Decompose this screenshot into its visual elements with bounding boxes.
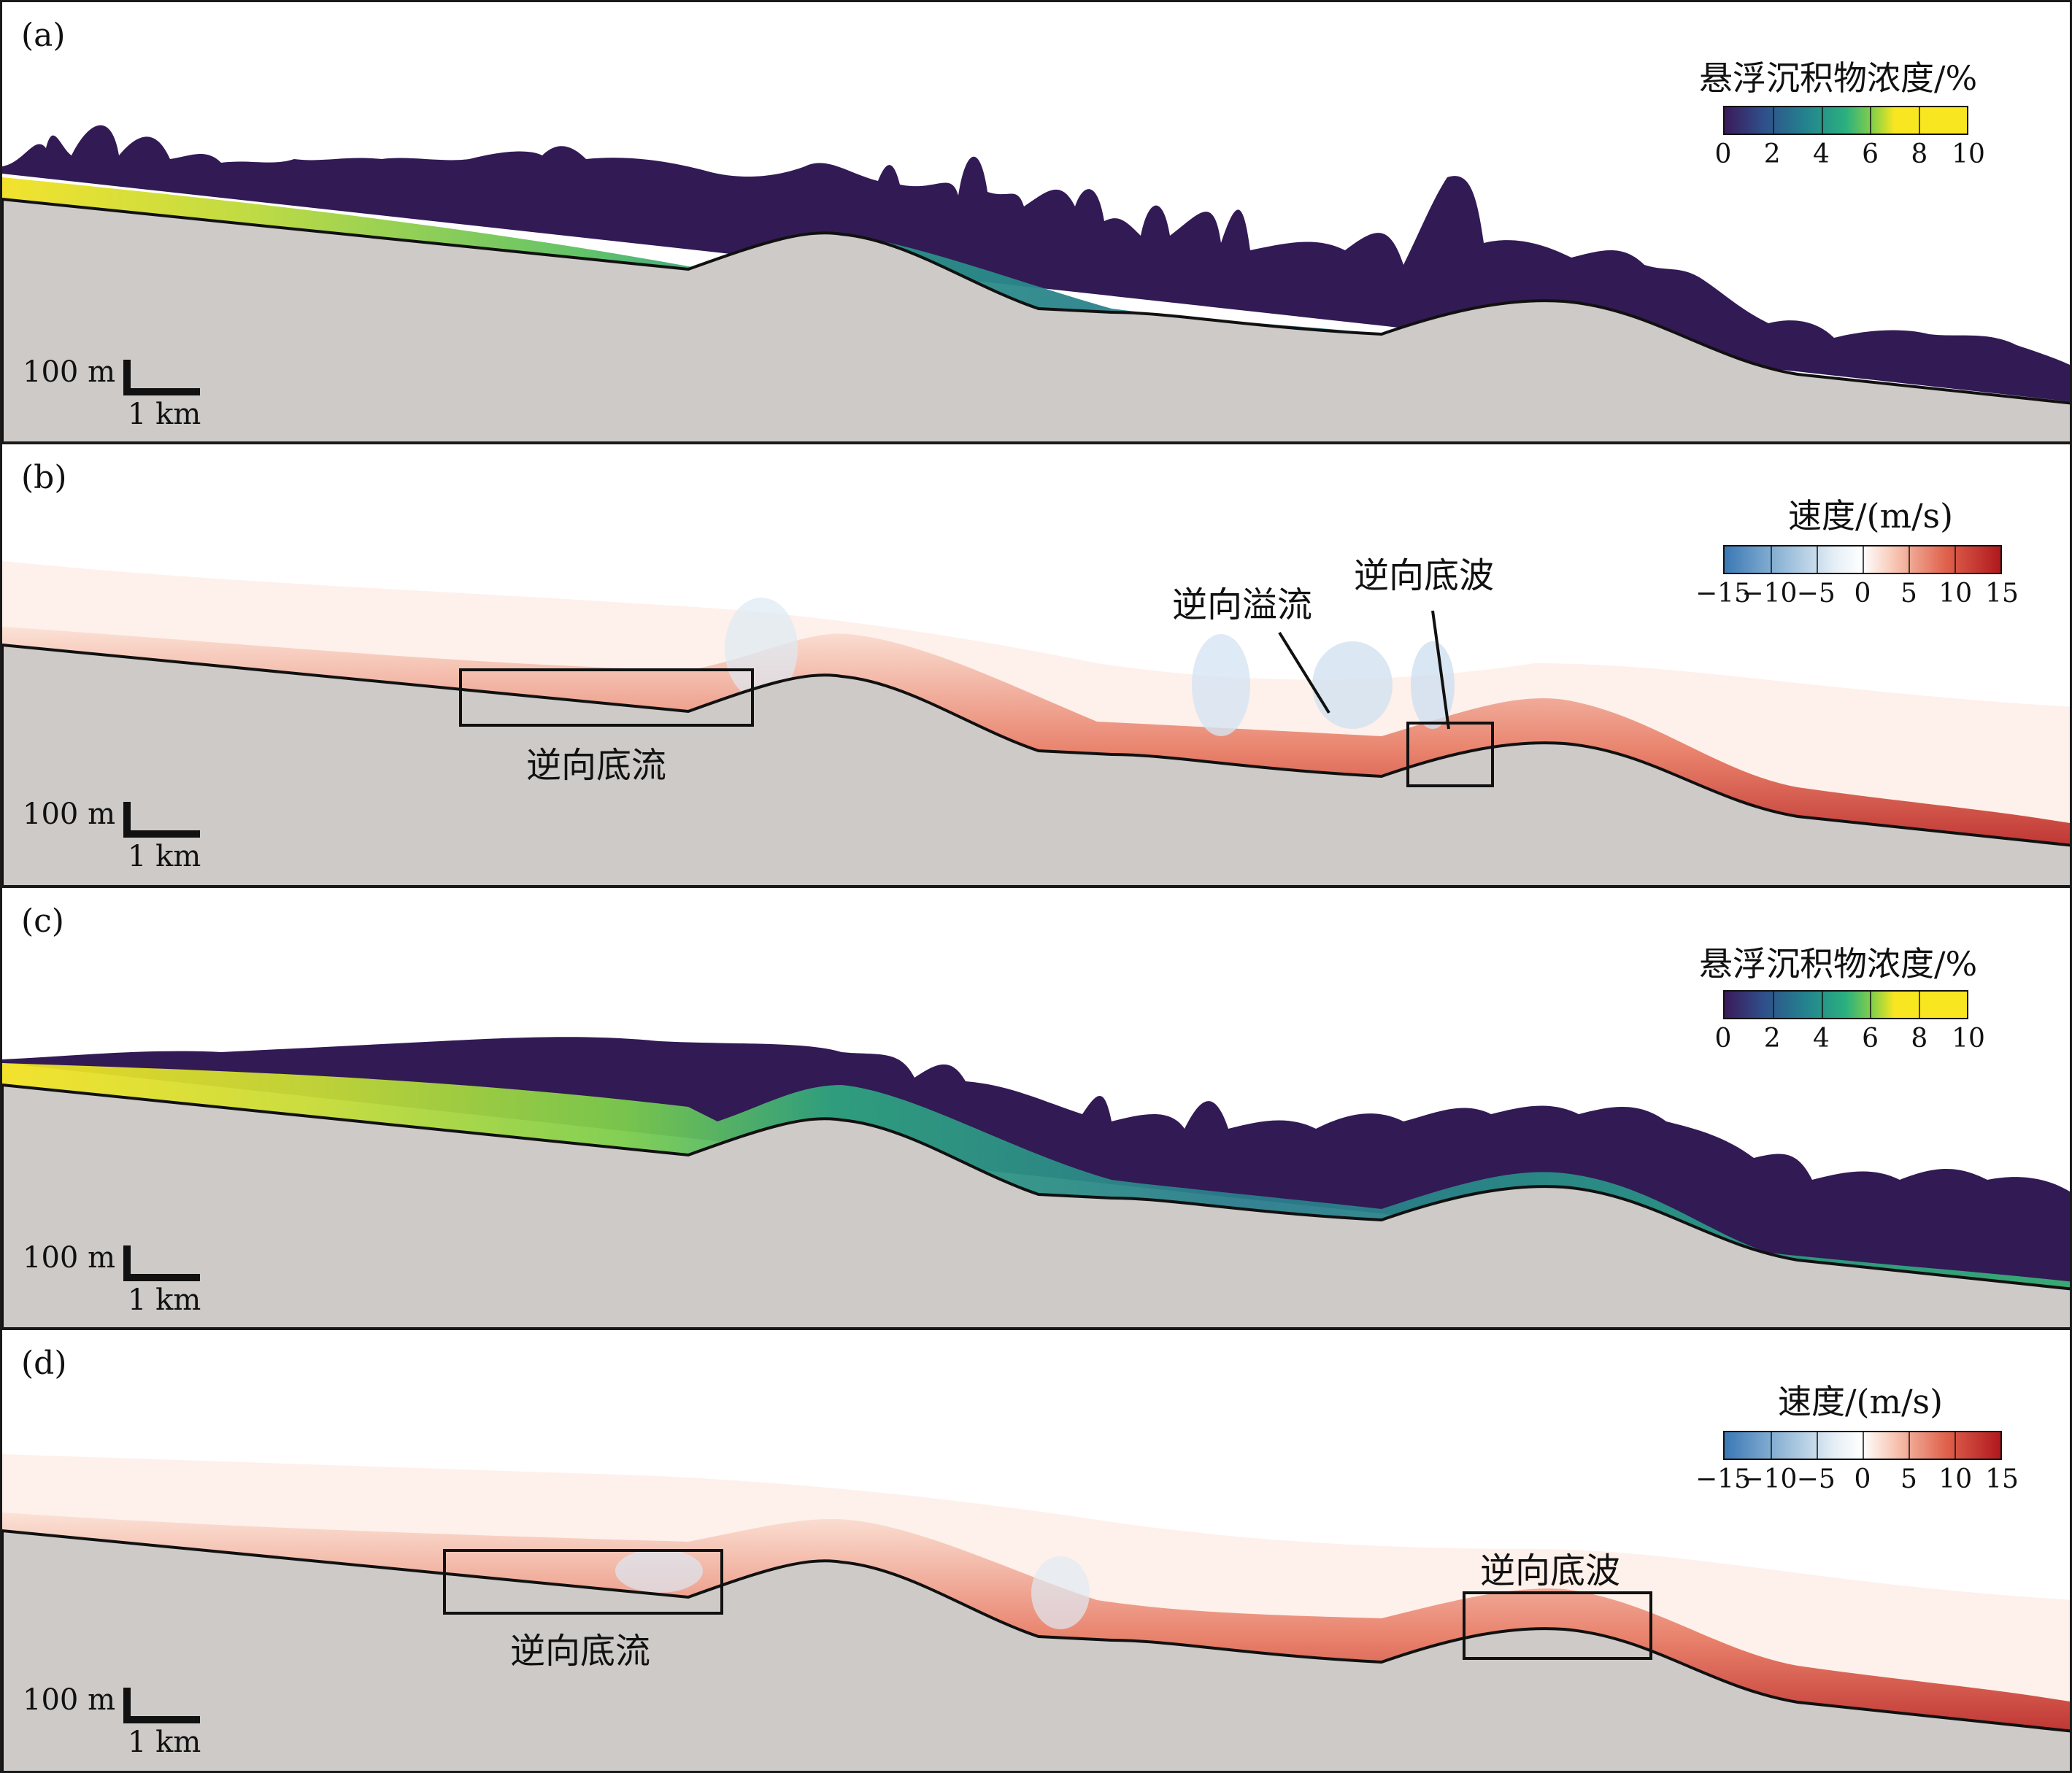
annotation-reverse-underflow: 逆向底流 [526, 745, 667, 786]
scale-horizontal-label: 1 km [128, 398, 201, 431]
tick: 10 [1952, 139, 1985, 169]
tick: 10 [1938, 579, 1973, 609]
tick: −10 [1741, 579, 1798, 609]
tick: −15 [1695, 579, 1751, 609]
tick: 0 [1714, 1024, 1732, 1054]
panel-label: (c) [21, 903, 64, 940]
panel-label: (d) [21, 1345, 67, 1382]
reverse-flow-patch [1031, 1556, 1090, 1629]
velocity-colorbar [1723, 1431, 2002, 1460]
tick: −10 [1741, 1464, 1798, 1494]
annotation-reverse-overflow: 逆向溢流 [1172, 584, 1313, 625]
velocity-colorbar [1723, 545, 2002, 574]
highlight-box-bedwave [1406, 722, 1494, 787]
reverse-flow-patch [1312, 641, 1393, 729]
colorbar-title: 悬浮沉积物浓度/% [1699, 58, 1978, 98]
tick: 10 [1952, 1024, 1985, 1054]
colorbar-title: 悬浮沉积物浓度/% [1699, 944, 1978, 984]
scale-horizontal-label: 1 km [128, 840, 201, 873]
scale-bar [123, 360, 200, 395]
scale-bar [123, 802, 200, 838]
scale-vertical-label: 100 m [23, 797, 115, 831]
panel-label: (b) [21, 459, 67, 496]
panel-d: (d) 速度/(m/s) −15 −10 −5 0 5 10 15 逆向底流 逆… [0, 1328, 2072, 1773]
tick: 6 [1862, 139, 1879, 169]
seabed [2, 643, 2070, 885]
highlight-box-bedwave [1463, 1591, 1652, 1660]
scale-horizontal-label: 1 km [128, 1283, 201, 1317]
tick: 2 [1763, 1024, 1781, 1054]
seabed [2, 1529, 2070, 1771]
viridis-colorbar [1723, 990, 1968, 1019]
scale-bar [123, 1245, 200, 1281]
tick: −5 [1796, 1464, 1836, 1494]
panel-c: (c) 悬浮沉积物浓度/% 0 2 4 6 8 10 100 m 1 km [0, 886, 2072, 1329]
tick: 2 [1763, 139, 1781, 169]
tick: 6 [1862, 1024, 1879, 1054]
seabed [2, 1083, 2070, 1327]
panel-c-scene [2, 1037, 2070, 1327]
reverse-flow-patch [725, 598, 798, 700]
scale-horizontal-label: 1 km [128, 1726, 201, 1759]
tick: 8 [1911, 1024, 1928, 1054]
annotation-reverse-bedwave: 逆向底波 [1480, 1550, 1621, 1591]
tick: 0 [1854, 1464, 1871, 1494]
tick: 5 [1900, 579, 1917, 609]
scale-vertical-label: 100 m [23, 1683, 115, 1717]
panel-a: (a) 悬浮沉积物浓度/% 0 2 4 6 8 10 100 m 1 km [0, 0, 2072, 444]
tick: 5 [1900, 1464, 1917, 1494]
tick: 4 [1812, 139, 1830, 169]
seabed [2, 197, 2070, 441]
tick: 15 [1985, 1464, 2019, 1494]
viridis-colorbar [1723, 106, 1968, 135]
panel-label: (a) [21, 17, 66, 54]
tick: −5 [1796, 579, 1836, 609]
annotation-reverse-bedwave: 逆向底波 [1354, 555, 1495, 596]
panel-d-scene [2, 1454, 2070, 1771]
leader-line-bedwave [1431, 610, 1450, 730]
leader-line-overflow [1278, 631, 1330, 714]
tick: 15 [1985, 579, 2019, 609]
highlight-box-underflow [443, 1549, 723, 1615]
panel-b-scene [2, 561, 2070, 885]
colorbar-title: 速度/(m/s) [1778, 1382, 1944, 1421]
reverse-flow-patch [615, 1549, 703, 1593]
panel-b: (b) 速度/(m/s) −15 −10 −5 0 5 10 15 逆向底流 逆… [0, 442, 2072, 887]
panel-a-scene [2, 125, 2070, 441]
tick: 0 [1714, 139, 1732, 169]
tick: 0 [1854, 579, 1871, 609]
tick: 4 [1812, 1024, 1830, 1054]
highlight-box-underflow [459, 668, 754, 727]
tick: −15 [1695, 1464, 1751, 1494]
tick: 10 [1938, 1464, 1973, 1494]
scale-vertical-label: 100 m [23, 355, 115, 389]
colorbar-title: 速度/(m/s) [1788, 496, 1954, 536]
reverse-flow-patch [1192, 634, 1250, 736]
annotation-reverse-underflow: 逆向底流 [510, 1631, 651, 1672]
scale-vertical-label: 100 m [23, 1241, 115, 1275]
reverse-flow-patch [1411, 641, 1455, 729]
tick: 8 [1911, 139, 1928, 169]
scale-bar [123, 1688, 200, 1723]
